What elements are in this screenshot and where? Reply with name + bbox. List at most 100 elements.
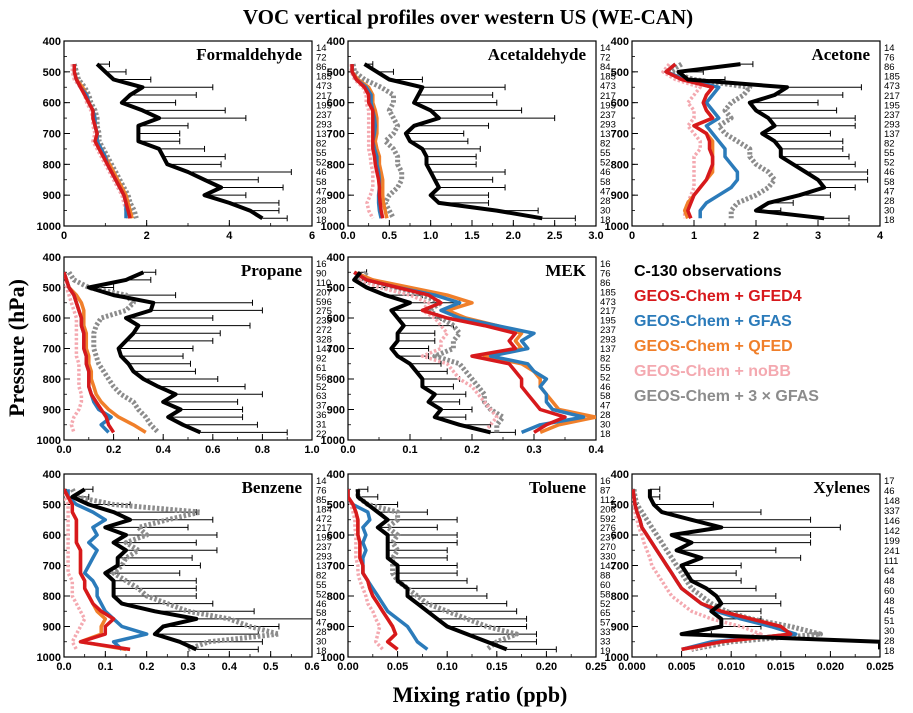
sample-count-label: 293 <box>600 119 616 130</box>
y-tick-label: 900 <box>611 190 629 202</box>
sample-count-label: 58 <box>316 608 327 619</box>
sample-count-label: 137 <box>600 344 616 355</box>
sample-count-label: 30 <box>316 637 327 648</box>
x-tick-label: 0.1 <box>98 661 113 673</box>
series-line-gfas <box>664 62 740 219</box>
sample-count-label: 46 <box>316 167 327 178</box>
y-tick-label: 800 <box>327 374 345 386</box>
x-tick-label: 0.2 <box>139 661 154 673</box>
sample-count-label: 28 <box>600 410 611 421</box>
panel-title: Toluene <box>529 478 586 497</box>
sample-count-label: 14 <box>316 43 327 54</box>
sample-count-label: 28 <box>316 627 327 638</box>
x-tick-label: 0.6 <box>205 444 220 456</box>
sample-count-label: 237 <box>600 325 616 336</box>
y-tick-label: 500 <box>611 67 629 79</box>
x-tick-label: 4 <box>226 230 233 242</box>
sample-count-label: 237 <box>316 110 332 121</box>
sample-count-label: 195 <box>600 316 616 327</box>
x-tick-label: 0.0 <box>340 230 355 242</box>
sample-count-label: 88 <box>600 570 611 581</box>
plot-frame <box>631 473 881 658</box>
sample-count-label: 58 <box>600 177 611 188</box>
sample-count-label: 185 <box>600 72 616 83</box>
series-line-qfed <box>350 64 389 219</box>
x-tick-label: 2.0 <box>506 230 521 242</box>
sample-count-label: 45 <box>884 606 895 617</box>
sample-count-label: 76 <box>316 485 327 496</box>
legend-entry-geos-chem-gfas: GEOS-Chem + GFAS <box>634 313 792 330</box>
y-tick-label: 600 <box>327 530 345 542</box>
sample-count-label: 72 <box>600 53 611 64</box>
sample-count-label: 185 <box>600 287 616 298</box>
x-tick-label: 2 <box>144 230 150 242</box>
x-tick-label: 0 <box>629 230 635 242</box>
y-tick-label: 500 <box>327 283 345 295</box>
y-tick-label: 700 <box>43 129 61 141</box>
x-tick-label: 0.000 <box>618 661 646 673</box>
series-line-gfas <box>66 489 149 651</box>
sample-count-label: 111 <box>884 556 898 567</box>
y-tick-label: 400 <box>327 252 345 264</box>
sample-count-label: 86 <box>884 62 895 73</box>
y-tick-label: 500 <box>327 500 345 512</box>
y-tick-label: 400 <box>611 36 629 48</box>
series-line-gfed4 <box>353 270 567 434</box>
y-tick-label: 1000 <box>37 435 61 447</box>
sample-count-label: 217 <box>884 91 900 102</box>
y-tick-label: 500 <box>327 67 345 79</box>
sample-count-label: 137 <box>316 561 332 572</box>
sample-count-label: 237 <box>600 110 616 121</box>
sample-count-label: 337 <box>884 506 900 517</box>
sample-count-label: 328 <box>316 335 332 346</box>
sample-count-label: 47 <box>316 618 327 629</box>
sample-count-label: 148 <box>884 496 900 507</box>
x-tick-label: 0.0 <box>56 444 71 456</box>
sample-count-label: 473 <box>600 81 616 92</box>
y-tick-label: 1000 <box>321 435 345 447</box>
sample-count-label: 14 <box>316 476 327 487</box>
y-tick-label: 400 <box>327 469 345 481</box>
panel-title: Acetaldehyde <box>488 45 587 64</box>
y-tick-label: 800 <box>43 374 61 386</box>
sample-count-label: 86 <box>316 62 327 73</box>
sample-count-label: 195 <box>600 100 616 111</box>
panel-title: MEK <box>545 261 586 280</box>
sample-count-label: 85 <box>316 495 327 506</box>
sample-count-label: 52 <box>316 158 327 169</box>
y-tick-label: 600 <box>43 313 61 325</box>
y-tick-label: 800 <box>43 591 61 603</box>
sample-count-label: 18 <box>884 215 895 226</box>
sample-count-label: 272 <box>316 325 332 336</box>
sample-count-label: 46 <box>600 167 611 178</box>
series-line-gfed4 <box>64 488 131 652</box>
sample-count-label: 30 <box>884 626 895 637</box>
x-tick-label: 0.025 <box>866 661 894 673</box>
sample-count-label: 52 <box>316 382 327 393</box>
sample-count-label: 473 <box>316 81 332 92</box>
sample-count-label: 233 <box>316 316 332 327</box>
y-tick-label: 800 <box>43 159 61 171</box>
sample-count-label: 82 <box>600 353 611 364</box>
sample-count-label: 48 <box>884 596 895 607</box>
plot-area <box>64 269 288 436</box>
sample-count-label: 207 <box>316 287 332 298</box>
y-tick-label: 400 <box>43 36 61 48</box>
sample-count-label: 46 <box>884 167 895 178</box>
sample-count-label: 217 <box>316 523 332 534</box>
y-tick-label: 400 <box>611 469 629 481</box>
sample-count-label: 47 <box>884 186 895 197</box>
sample-count-label: 241 <box>884 546 900 557</box>
series-line-nobb <box>64 489 87 651</box>
y-tick-label: 700 <box>611 561 629 573</box>
panel-title: Xylenes <box>813 478 870 497</box>
sample-count-label: 110 <box>316 278 331 289</box>
sample-count-label: 28 <box>316 196 327 207</box>
x-tick-label: 0.4 <box>156 444 172 456</box>
sample-count-label: 56 <box>316 372 327 383</box>
sample-count-label: 146 <box>884 516 900 527</box>
